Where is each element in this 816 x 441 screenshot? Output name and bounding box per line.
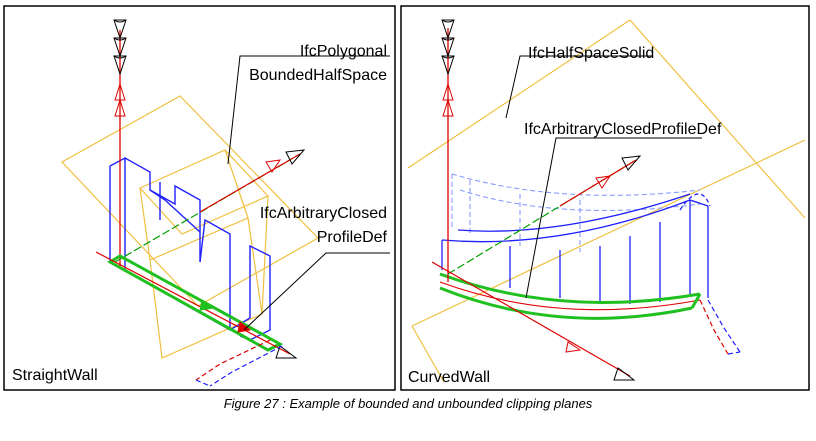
curved-profile: [439, 272, 702, 320]
right-panel-frame: [400, 5, 810, 391]
label-polygonal-line2: BoundedHalfSpace: [249, 67, 387, 84]
right-dashed-extension: [699, 299, 741, 355]
left-panel-frame: [3, 5, 396, 391]
right-panel: IfcHalfSpaceSolid IfcArbitraryClosedProf…: [400, 5, 810, 391]
figure-caption: Figure 27 : Example of bounded and unbou…: [223, 396, 593, 411]
left-dashed-extension: [195, 339, 283, 387]
left-panel-title: StraightWall: [12, 367, 98, 384]
label-polygonal-line1: IfcPolygonal: [300, 43, 387, 60]
right-leader-lines: [505, 55, 702, 299]
label-half-space-solid: IfcHalfSpaceSolid: [528, 45, 654, 62]
right-z-axis: [441, 19, 455, 282]
right-x-axis: [431, 261, 636, 381]
label-profile-line1: IfcArbitraryClosed: [260, 205, 387, 222]
label-arbitrary-profile: IfcArbitraryClosedProfileDef: [524, 121, 722, 138]
left-leader-lines: [227, 55, 390, 331]
curved-wall-dashed: [451, 173, 701, 252]
left-z-axis: [113, 19, 127, 268]
bounded-half-space-plane: [61, 95, 319, 359]
left-panel: IfcPolygonal BoundedHalfSpace IfcArbitra…: [3, 5, 396, 391]
right-panel-title: CurvedWall: [408, 369, 490, 386]
curved-wall-outline: [441, 193, 711, 304]
right-y-axis: [447, 155, 642, 275]
label-profile-line2: ProfileDef: [317, 229, 388, 246]
unbounded-half-space-plane: [407, 19, 806, 383]
straight-profile: [95, 251, 298, 359]
left-y-axis: [114, 149, 306, 263]
